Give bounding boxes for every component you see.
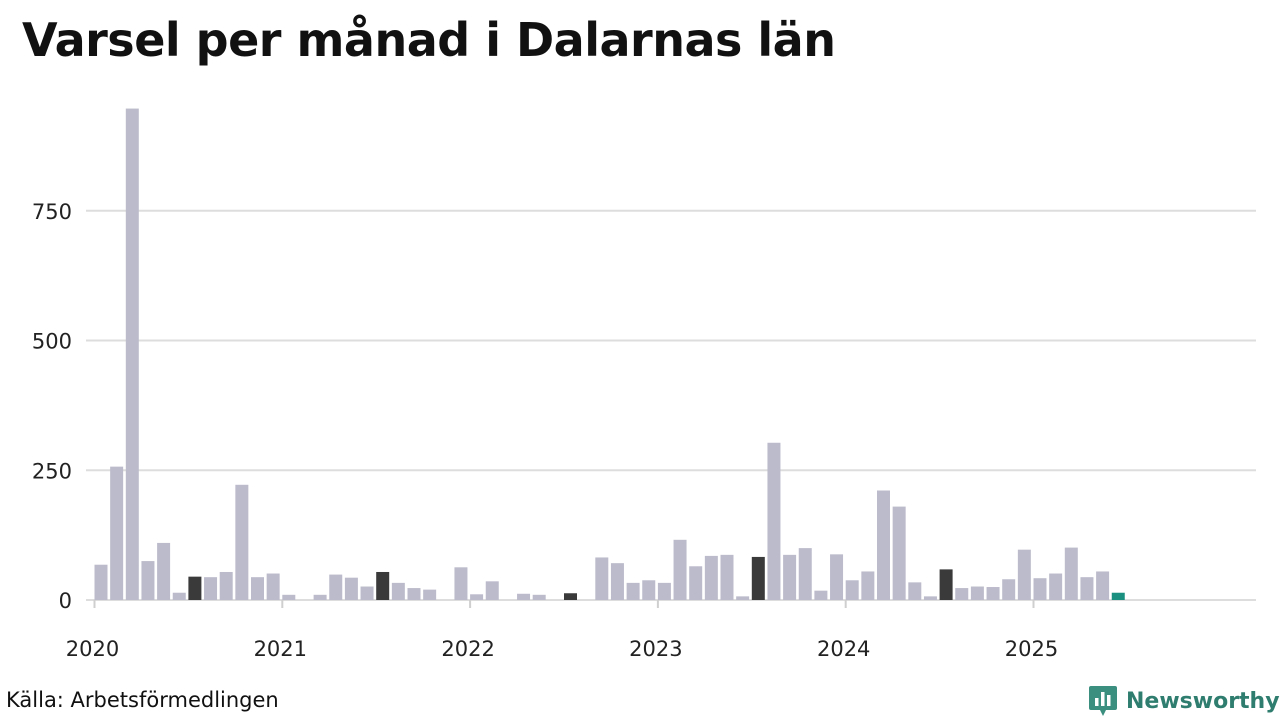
bar-2021-09 xyxy=(407,588,421,600)
x-tick-label: 2020 xyxy=(66,637,119,661)
bar-2024-09 xyxy=(970,586,984,600)
bar-2022-01 xyxy=(470,594,484,600)
bar-2020-06 xyxy=(172,592,186,600)
bar-2022-11 xyxy=(626,582,640,600)
bar-2023-12 xyxy=(830,554,844,600)
bar-2021-07 xyxy=(376,571,390,600)
bar-2022-12 xyxy=(642,580,656,600)
bar-2025-03 xyxy=(1064,547,1078,600)
x-tick-label: 2021 xyxy=(254,637,307,661)
bar-2024-06 xyxy=(923,596,937,600)
bar-2024-12 xyxy=(1017,549,1031,600)
bar-2022-02 xyxy=(485,581,499,600)
x-tick-label: 2022 xyxy=(441,637,494,661)
brand-logo: Newsworthy xyxy=(1088,684,1280,718)
bar-2022-09 xyxy=(595,557,609,600)
bar-2020-10 xyxy=(235,484,249,600)
chart-title: Varsel per månad i Dalarnas län xyxy=(22,13,836,67)
bar-2022-05 xyxy=(532,594,546,600)
bar-2023-09 xyxy=(783,554,797,600)
bar-2023-01 xyxy=(657,582,671,600)
bar-2021-04 xyxy=(329,574,343,600)
bar-2020-05 xyxy=(157,542,171,600)
gridlines xyxy=(86,209,1256,601)
bar-2022-10 xyxy=(610,563,624,600)
bar-2021-10 xyxy=(423,589,437,600)
bar-2023-08 xyxy=(767,442,781,600)
bar-2021-06 xyxy=(360,586,374,600)
bar-2024-11 xyxy=(1002,579,1016,600)
bar-2024-05 xyxy=(908,582,922,600)
y-tick-label: 250 xyxy=(32,459,72,483)
bar-2024-03 xyxy=(877,490,890,600)
bar-2020-09 xyxy=(219,571,233,600)
bar-2023-03 xyxy=(689,566,703,600)
bar-2025-04 xyxy=(1080,577,1094,600)
bar-2023-07 xyxy=(751,556,765,600)
bar-2023-04 xyxy=(704,555,718,600)
y-tick-label: 500 xyxy=(32,330,72,354)
bar-2021-03 xyxy=(313,594,327,600)
y-tick-label: 750 xyxy=(32,200,72,224)
bar-2020-04 xyxy=(141,561,155,600)
source-note: Källa: Arbetsförmedlingen xyxy=(6,688,279,712)
bar-2024-02 xyxy=(861,571,875,600)
bar-2023-11 xyxy=(814,590,828,600)
bar-2024-01 xyxy=(845,580,859,600)
bar-2025-02 xyxy=(1049,573,1063,600)
bar-2020-11 xyxy=(251,577,264,600)
bar-2020-02 xyxy=(110,466,124,600)
bar-2020-12 xyxy=(266,573,280,600)
bar-2022-07 xyxy=(564,593,577,600)
bar-2022-04 xyxy=(517,593,531,600)
bar-2021-08 xyxy=(391,582,405,600)
bar-2021-12 xyxy=(454,567,468,600)
bar-2024-07 xyxy=(939,569,953,600)
x-tick-label: 2025 xyxy=(1005,637,1058,661)
bar-2024-04 xyxy=(892,506,906,600)
bar-2025-06 xyxy=(1111,592,1125,600)
bar-2020-03 xyxy=(125,108,139,600)
bar-2020-08 xyxy=(204,577,218,600)
bars xyxy=(94,108,1125,600)
bar-2025-05 xyxy=(1096,571,1110,600)
bar-chart-bubble-icon xyxy=(1089,686,1117,716)
x-tick-label: 2023 xyxy=(629,637,682,661)
bar-2024-08 xyxy=(955,588,969,600)
bar-2021-01 xyxy=(282,594,296,600)
brand-name: Newsworthy xyxy=(1126,688,1280,714)
bar-2021-05 xyxy=(344,577,358,600)
y-tick-label: 0 xyxy=(59,589,72,613)
bar-2023-05 xyxy=(720,554,734,600)
bar-2024-10 xyxy=(986,587,1000,600)
bar-2023-06 xyxy=(736,596,750,600)
y-axis-ticks: 0 250 500 750 xyxy=(32,200,72,613)
x-tick-label: 2024 xyxy=(817,637,870,661)
bar-2020-07 xyxy=(188,576,202,600)
bar-2025-01 xyxy=(1033,578,1047,600)
bar-2023-10 xyxy=(798,548,812,600)
bar-2023-02 xyxy=(673,539,687,600)
x-axis-ticks: 2020 2021 2022 2023 2024 2025 xyxy=(66,600,1058,661)
bar-2020-01 xyxy=(94,564,108,600)
